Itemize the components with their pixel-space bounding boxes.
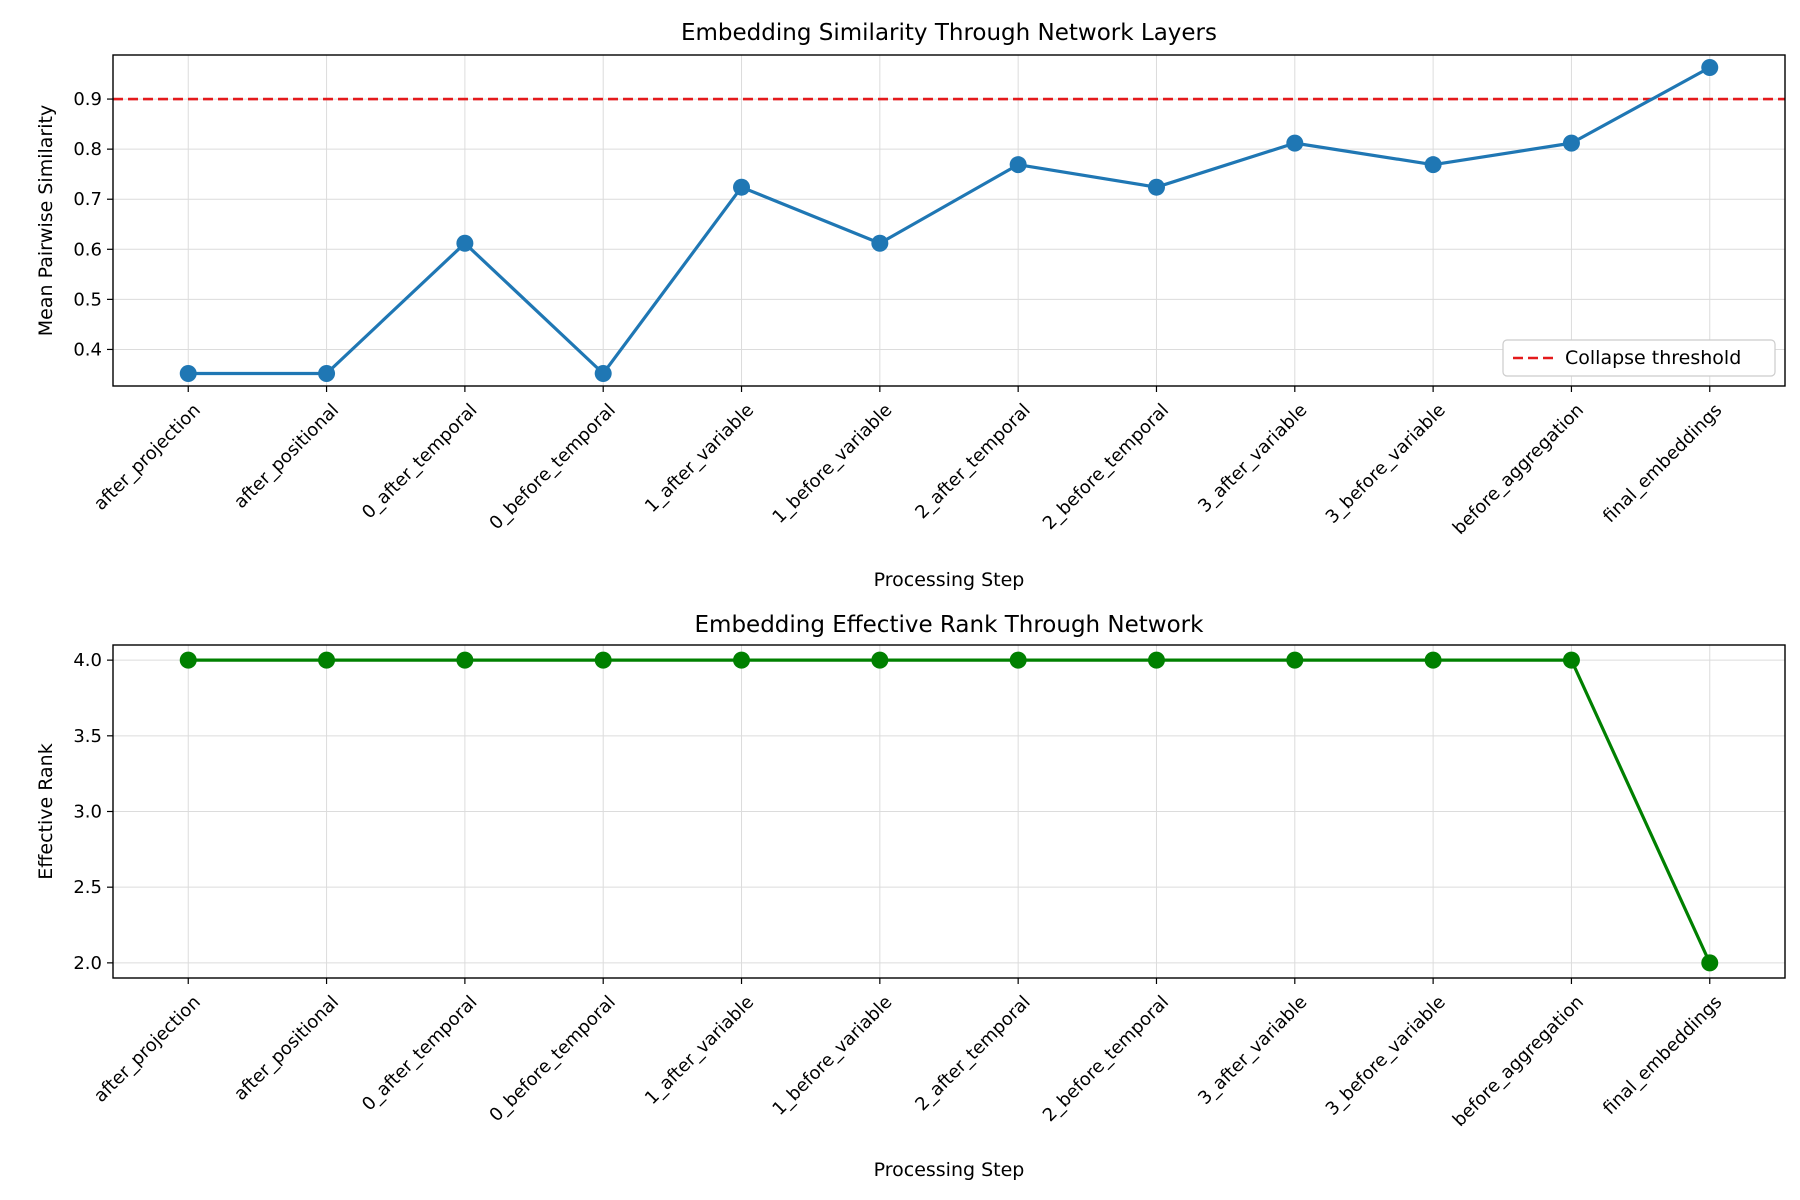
data-point (1563, 135, 1580, 152)
data-point (1286, 135, 1303, 152)
x-tick-label: 0_after_temporal (358, 992, 481, 1115)
y-tick-label: 0.8 (73, 139, 102, 160)
x-tick-label: 1_before_variable (768, 992, 896, 1120)
legend-label: Collapse threshold (1565, 347, 1741, 369)
chart-title: Embedding Similarity Through Network Lay… (681, 20, 1217, 46)
data-point (1563, 652, 1580, 669)
y-tick-label: 0.9 (73, 89, 102, 110)
x-tick-label: before_aggregation (1449, 400, 1588, 539)
x-tick-label: 3_before_variable (1322, 400, 1450, 528)
x-tick-label: 3_after_variable (1194, 400, 1311, 517)
x-tick-label: 0_after_temporal (358, 400, 481, 523)
x-tick-label: 2_before_temporal (1039, 400, 1173, 534)
x-tick-label: final_embeddings (1599, 992, 1726, 1119)
data-point (1425, 652, 1442, 669)
data-point (1701, 59, 1718, 76)
data-point (733, 179, 750, 196)
chart-2: 2.0 2.5 3.0 3.5 4.0 after_projection after_pos… (35, 612, 1785, 1181)
y-tick-label: 0.5 (73, 289, 102, 310)
x-axis-label: Processing Step (874, 1159, 1025, 1181)
x-tick-label: after_positional (230, 992, 343, 1105)
y-tick-label: 0.4 (73, 339, 102, 360)
x-tick-label: 0_before_temporal (485, 992, 619, 1126)
x-axis-label: Processing Step (874, 569, 1025, 591)
data-point (180, 365, 197, 382)
data-point (1148, 179, 1165, 196)
y-tick-label: 2.0 (73, 953, 102, 974)
y-tick-label: 3.0 (73, 802, 102, 823)
y-axis-label: Effective Rank (35, 743, 57, 879)
y-tick-label: 0.6 (73, 239, 102, 260)
x-tick-label: after_projection (90, 400, 205, 515)
data-point (595, 365, 612, 382)
data-point (595, 652, 612, 669)
x-tick-label: 2_after_temporal (911, 992, 1034, 1115)
data-point (871, 235, 888, 252)
data-point (456, 652, 473, 669)
data-point (1425, 156, 1442, 173)
y-axis-label: Mean Pairwise Similarity (35, 105, 57, 336)
data-point (1701, 954, 1718, 971)
x-tick-label: 3_after_variable (1194, 992, 1311, 1109)
x-tick-label: 1_after_variable (641, 400, 758, 517)
x-tick-label: 3_before_variable (1322, 992, 1450, 1120)
series-line (188, 68, 1710, 374)
x-tick-label: 2_after_temporal (911, 400, 1034, 523)
x-tick-label: final_embeddings (1599, 400, 1726, 527)
x-tick-label: 0_before_temporal (485, 400, 619, 534)
data-point (1148, 652, 1165, 669)
y-tick-label: 4.0 (73, 650, 102, 671)
y-tick-label: 2.5 (73, 877, 102, 898)
data-point (1286, 652, 1303, 669)
x-tick-label: 2_before_temporal (1039, 992, 1173, 1126)
data-point (733, 652, 750, 669)
data-point (871, 652, 888, 669)
x-tick-label: after_projection (90, 992, 205, 1107)
x-tick-label: after_positional (230, 400, 343, 513)
data-point (456, 235, 473, 252)
chart-title: Embedding Effective Rank Through Network (695, 612, 1205, 638)
x-tick-label: before_aggregation (1449, 992, 1588, 1131)
chart-1: 0.4 0.5 0.6 0.7 0.8 0.9 after_projection after_… (35, 20, 1785, 591)
legend: Collapse threshold (1503, 340, 1775, 376)
data-point (1010, 156, 1027, 173)
x-tick-label: 1_before_variable (768, 400, 896, 528)
y-tick-label: 3.5 (73, 726, 102, 747)
data-point (1010, 652, 1027, 669)
grid (113, 645, 1785, 978)
data-point (318, 652, 335, 669)
data-point (180, 652, 197, 669)
data-point (318, 365, 335, 382)
y-tick-label: 0.7 (73, 189, 102, 210)
x-tick-label: 1_after_variable (641, 992, 758, 1109)
